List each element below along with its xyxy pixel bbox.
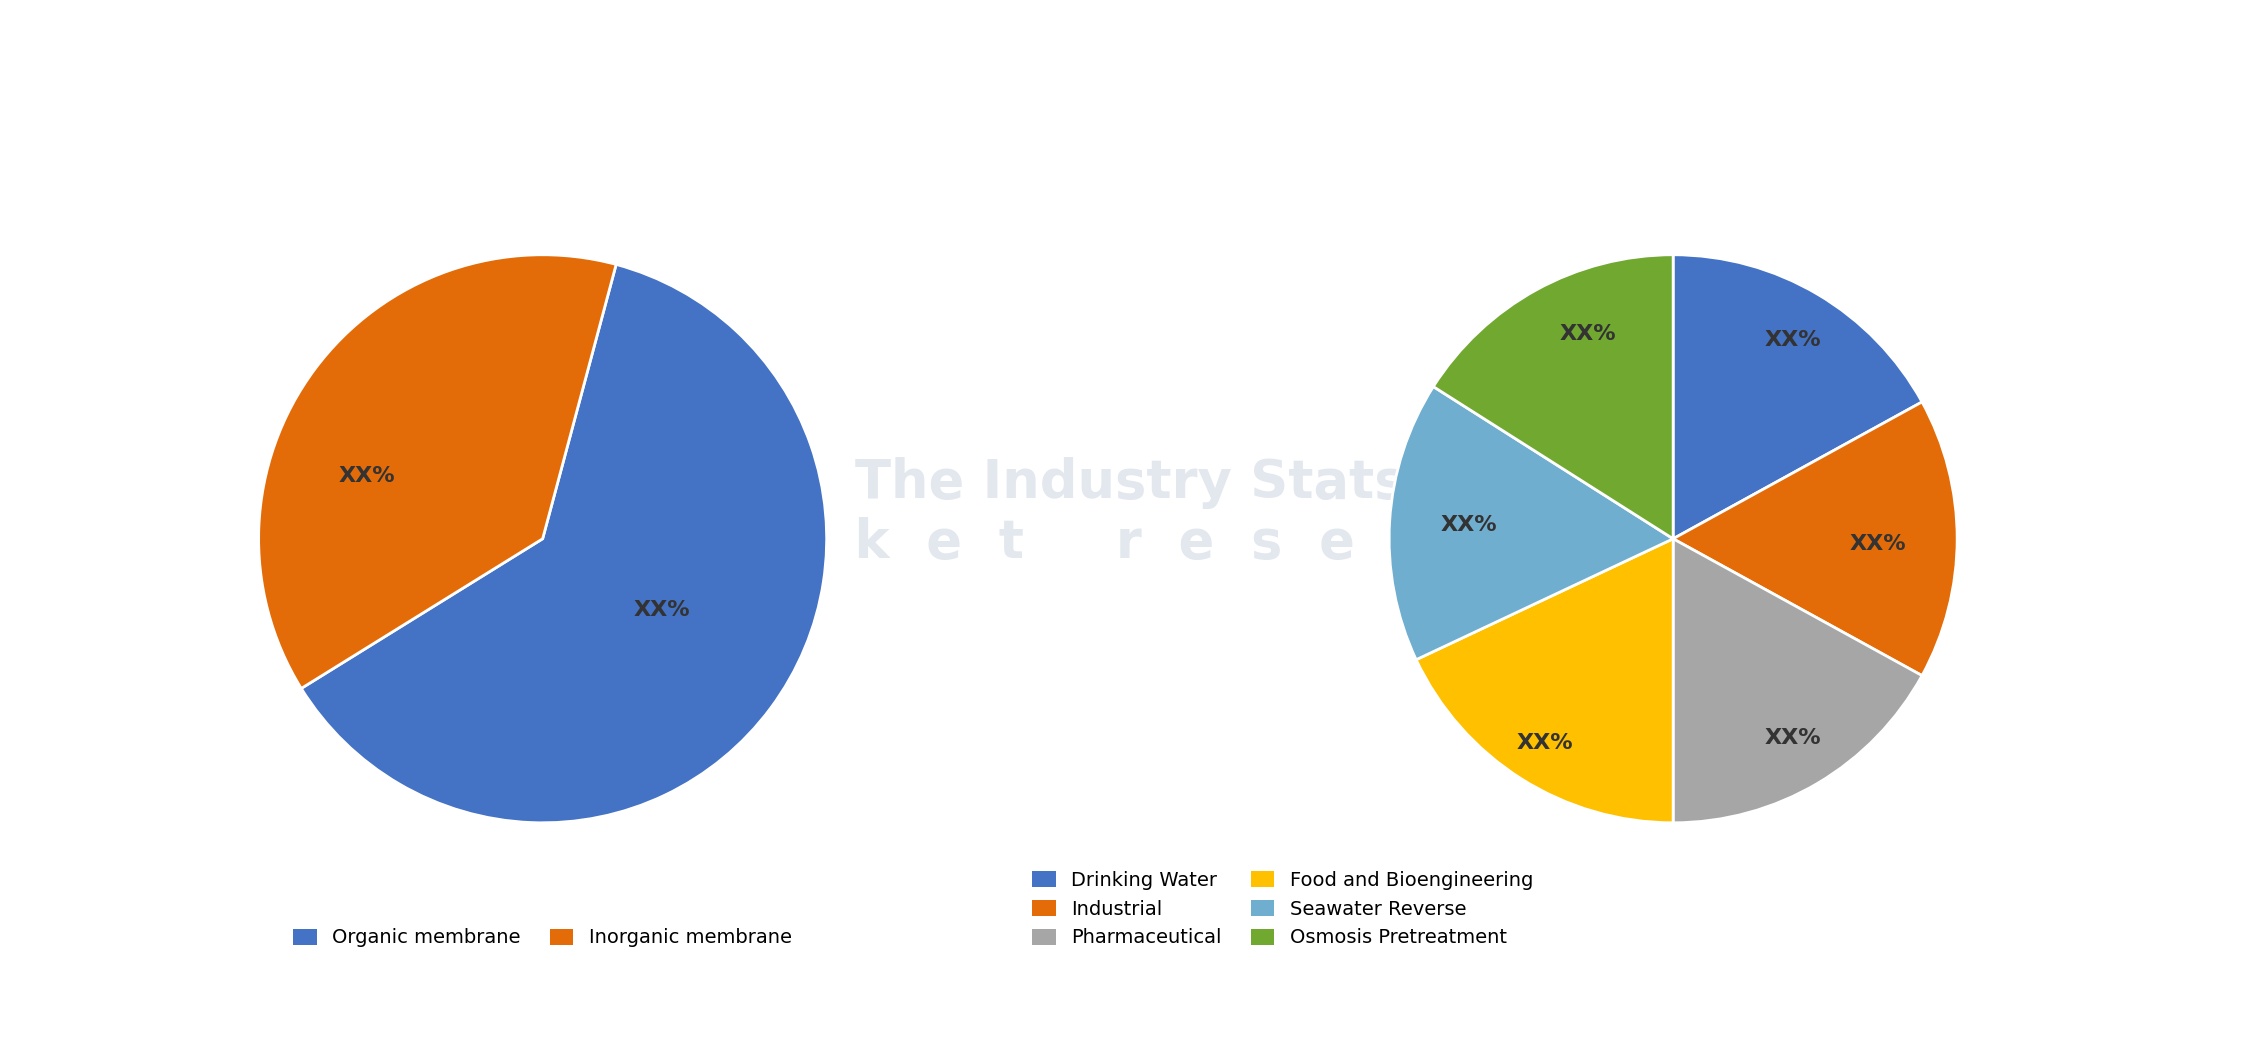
Text: XX%: XX% [633,600,690,620]
Text: XX%: XX% [1440,514,1497,534]
Legend: Organic membrane, Inorganic membrane: Organic membrane, Inorganic membrane [285,921,800,955]
Wedge shape [1388,386,1673,660]
Wedge shape [1673,402,1958,676]
Text: XX%: XX% [1764,728,1820,748]
Text: XX%: XX% [339,467,396,486]
Wedge shape [1415,539,1673,823]
Wedge shape [1673,539,1922,823]
Text: Email: sales@theindustrystats.com: Email: sales@theindustrystats.com [814,1004,1201,1023]
Text: XX%: XX% [1764,329,1820,350]
Text: XX%: XX% [1517,733,1574,753]
Wedge shape [1673,254,1922,539]
Text: Website: www.theindustrystats.com: Website: www.theindustrystats.com [1583,1004,1983,1023]
Text: XX%: XX% [1849,534,1906,554]
Wedge shape [258,254,617,689]
Text: Fig. Global Ultrafiltration Membrane Market Share by Product Types & Application: Fig. Global Ultrafiltration Membrane Mar… [27,42,1318,71]
Text: The Industry Stats
m  a  r  k  e  t     r  e  s  e  a  r  c  h: The Industry Stats m a r k e t r e s e a… [629,456,1632,569]
Legend: Drinking Water, Industrial, Pharmaceutical, Food and Bioengineering, Seawater Re: Drinking Water, Industrial, Pharmaceutic… [1024,863,1540,955]
Wedge shape [1433,254,1673,539]
Text: Source: Theindustrystats Analysis: Source: Theindustrystats Analysis [23,1004,398,1023]
Wedge shape [301,264,828,823]
Text: XX%: XX% [1560,324,1617,344]
